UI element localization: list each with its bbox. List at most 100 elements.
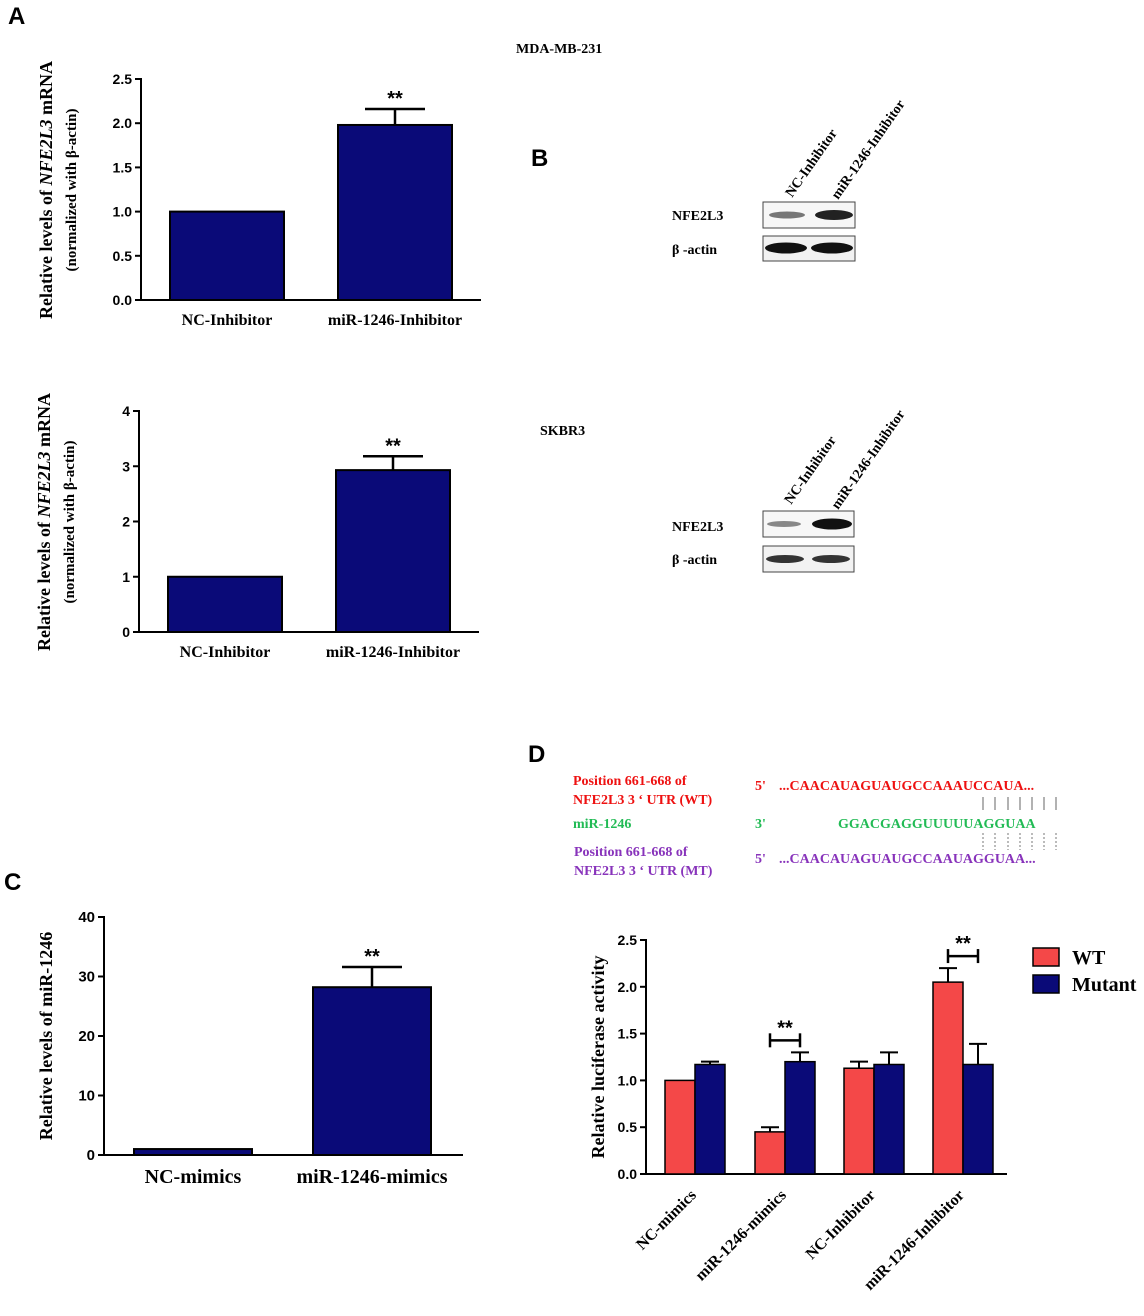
significance-label: ** [364, 946, 380, 968]
seq-wt: ...CAACAUAGUAUGCCAAAUCCAUA... [779, 779, 1034, 794]
y-tick-label: 0.5 [113, 248, 133, 264]
legend-swatch-mutant [1032, 974, 1060, 994]
x-tick-label: miR-1246-mimics [692, 1187, 789, 1284]
y-axis-title: Relative levels of NFE2L3 mRNA [34, 393, 54, 651]
bar-mir-1246-inhibitor [337, 123, 453, 301]
y-axis-title-part: NFE2L3 [36, 120, 56, 187]
x-tick-label: NC-Inhibitor [180, 644, 271, 661]
bar-mutant-0 [694, 1063, 726, 1175]
pairing-dashes [982, 833, 1057, 850]
bar-wt-0 [664, 1079, 696, 1175]
panel-letter-d: D [528, 741, 545, 768]
y-tick-label: 30 [78, 969, 95, 986]
significance-label: ** [777, 1017, 793, 1039]
y-tick-label: 0.0 [113, 292, 133, 308]
x-tick-label: miR-1246-Inhibitor [861, 1187, 968, 1294]
bar-wt-3 [932, 981, 964, 1175]
bar-wt-1 [754, 1131, 786, 1175]
y-tick-label: 40 [78, 909, 95, 926]
blot-band [811, 242, 853, 254]
y-axis-title: Relative luciferase activity [588, 956, 608, 1159]
seq-mir-label: miR-1246 [573, 817, 631, 832]
blot-skbr3: SKBR3 NC-Inhibitor miR-1246-Inhibitor NF… [540, 407, 909, 573]
y-axis-title-part: Relative levels of [34, 518, 54, 651]
y-axis-title: Relative levels of NFE2L3 mRNA [36, 61, 56, 319]
y-axis-subtitle: (normalized with β-actin) [64, 109, 80, 272]
x-tick-label: NC-mimics [633, 1187, 700, 1254]
y-tick-label: 10 [78, 1088, 95, 1105]
seq-wt-label-1: Position 661-668 of [573, 774, 687, 789]
seq-mir-end: 3' [755, 817, 766, 832]
bar-wt-2 [843, 1067, 875, 1175]
y-tick-label: 2.0 [113, 115, 133, 131]
blot-title-mda: MDA-MB-231 [516, 42, 602, 57]
y-axis-title: Relative levels of miR-1246 [36, 932, 56, 1140]
bar-mir-1246-mimics [312, 986, 432, 1157]
blot-lane-nc: NC-Inhibitor [782, 434, 840, 508]
blot-lane-mir: miR-1246-Inhibitor [829, 407, 909, 512]
y-axis-title-part: mRNA [36, 61, 56, 120]
legend-swatch-wt [1032, 947, 1060, 967]
panel-letter-c: C [4, 869, 21, 896]
chart-d-luciferase: 0.0 0.5 1.0 1.5 2.0 2.5 NC-mimicsmiR-1246-mimi… [588, 932, 1007, 1294]
y-tick-label: 1.5 [618, 1026, 638, 1042]
panel-letter-b: B [531, 145, 548, 172]
seq-mir: GGACGAGGUUUUUAGGUAA [838, 817, 1036, 832]
chart-c-mir1246-levels: 0 10 20 30 40 NC-mimics ** miR-1246-mimics Relat… [36, 909, 463, 1188]
bar-nc-inhibitor [167, 575, 283, 633]
blot-band [765, 242, 807, 254]
y-tick-label: 0.5 [618, 1119, 638, 1135]
blot-band [767, 521, 801, 527]
y-axis-subtitle: (normalized with β-actin) [62, 441, 78, 604]
y-tick-label: 2.0 [618, 979, 638, 995]
blot-row-nfe2l3: NFE2L3 [672, 209, 723, 224]
y-tick-label: 0 [122, 624, 130, 640]
y-tick-label: 2.5 [113, 71, 133, 87]
blot-row-nfe2l3: NFE2L3 [672, 520, 723, 535]
bar-mutant-3 [962, 1063, 994, 1175]
sequence-alignment: Position 661-668 of NFE2L3 3 ‘ UTR (WT) … [573, 774, 1057, 879]
y-axis-title-part: NFE2L3 [34, 452, 54, 519]
panel-letter-a: A [8, 3, 25, 30]
seq-wt-label-2: NFE2L3 3 ‘ UTR (WT) [573, 793, 713, 808]
blot-mda-mb-231: MDA-MB-231 NC-Inhibitor miR-1246-Inhibit… [516, 42, 909, 262]
y-axis-title-part: mRNA [34, 393, 54, 452]
y-tick-label: 1 [122, 569, 130, 585]
y-tick-label: 3 [122, 458, 130, 474]
y-tick-label: 1.0 [113, 204, 133, 220]
chart-a1-mda-mrna: 0.0 0.5 1.0 1.5 2.0 2.5 NC-Inhibitor ** miR-1246… [36, 61, 481, 329]
seq-mt-label-1: Position 661-668 of [574, 845, 688, 860]
legend-d: WT Mutant [1032, 947, 1137, 996]
blot-band [812, 518, 852, 530]
y-tick-label: 0.0 [618, 1166, 638, 1182]
x-tick-label: NC-mimics [145, 1166, 242, 1188]
pairing-lines [982, 797, 1057, 810]
blot-band [766, 555, 804, 563]
blot-band [769, 211, 805, 219]
y-tick-label: 2 [122, 514, 130, 530]
y-tick-label: 1.0 [618, 1072, 638, 1088]
y-tick-label: 2.5 [618, 932, 638, 948]
x-tick-label: miR-1246-mimics [296, 1166, 447, 1188]
legend-label-mutant: Mutant [1072, 974, 1137, 996]
seq-wt-end: 5' [755, 779, 766, 794]
bar-nc-inhibitor [169, 210, 285, 302]
y-tick-label: 0 [87, 1147, 95, 1164]
seq-mt: ...CAACAUAGUAUGCCAAUAGGUAA... [779, 852, 1036, 867]
blot-band [812, 555, 850, 563]
blot-row-actin: β -actin [672, 243, 717, 258]
x-tick-label: miR-1246-Inhibitor [326, 644, 460, 661]
x-tick-label: miR-1246-Inhibitor [328, 312, 462, 329]
significance-label: ** [385, 435, 401, 457]
significance-label: ** [955, 933, 971, 955]
y-axis-title-part: Relative levels of [36, 186, 56, 319]
bar-nc-mimics [133, 1148, 253, 1157]
blot-band [815, 210, 853, 220]
y-tick-label: 1.5 [113, 159, 133, 175]
chart-a2-skbr3-mrna: 0 1 2 3 4 NC-Inhibitor ** miR-1246-Inhibitor Rel… [34, 393, 479, 661]
significance-label: ** [387, 88, 403, 110]
bar-mir-1246-inhibitor [335, 469, 451, 633]
seq-mt-label-2: NFE2L3 3 ‘ UTR (MT) [574, 864, 713, 879]
blot-lane-mir: miR-1246-Inhibitor [829, 97, 909, 202]
